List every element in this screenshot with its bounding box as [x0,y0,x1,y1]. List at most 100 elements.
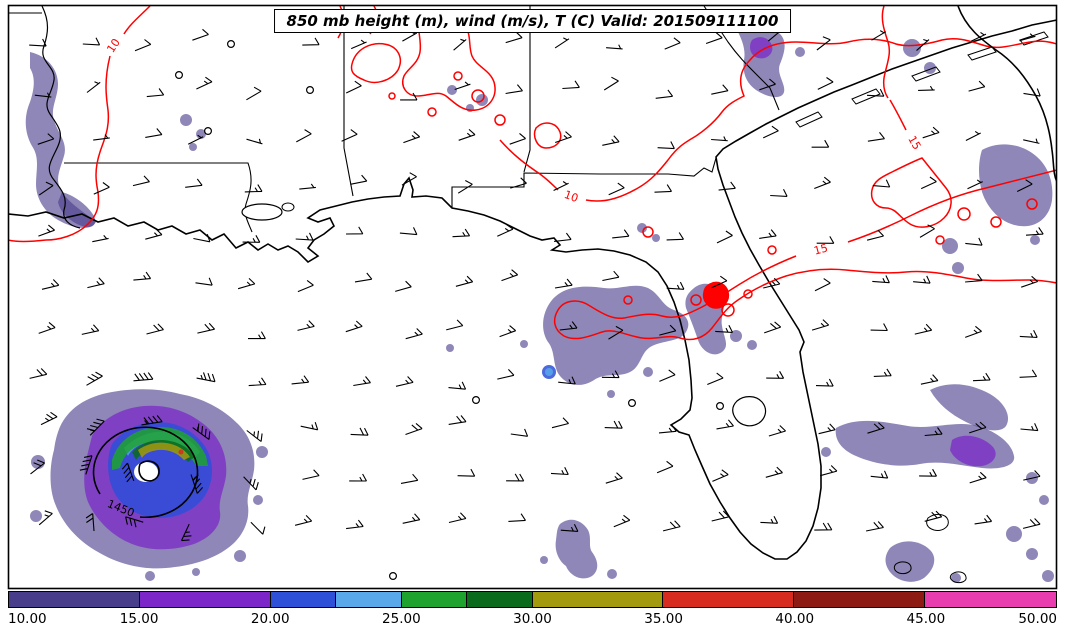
wind-barb [196,76,213,90]
wind-barb [401,172,417,186]
wind-barb [560,523,579,532]
wind-barb [300,422,319,431]
wind-barb [1021,275,1039,288]
wind-barb [969,421,987,434]
wind-barb [818,423,836,435]
colorbar-segment [139,592,271,607]
wind-barb [965,273,983,283]
wind-barb [817,77,834,90]
wind-barb [816,236,835,244]
wind-barb [763,277,781,289]
wind-barb [770,189,788,197]
colorbar-tick-label: 10.00 [8,611,47,627]
wind-barb [395,376,414,387]
height-contour-1450 [92,426,199,519]
calm-wind-circle [306,85,315,94]
calm-wind-circle [389,571,398,580]
wind-barb [85,513,95,532]
wind-barb [41,279,60,290]
wind-barb [1020,423,1039,432]
wind-barb [914,323,933,335]
wind-barb [455,275,474,287]
wind-barb [505,31,523,44]
calm-wind-circle [715,402,724,411]
wind-barb [448,512,467,524]
temp-label-west: 10 [104,36,123,55]
wind-barb [354,272,373,283]
wind-barb [965,325,982,338]
wind-barb [658,424,677,434]
wind-barb [970,31,987,42]
colorbar-tick-label: 25.00 [382,611,421,627]
wind-barb [819,465,838,477]
wind-barb [606,44,623,50]
wind-barb [454,81,471,91]
wind-barb [871,30,887,41]
wind-barb [302,37,320,46]
wind-barb [1019,330,1038,338]
calm-wind-circle [204,126,213,135]
wind-barb [40,411,58,426]
colorbar-tick-label: 20.00 [250,611,290,627]
wind-barb [92,235,109,243]
geography-layer [9,6,1056,584]
wind-barb [448,415,467,425]
wind-barb [82,37,101,46]
wind-barb [402,31,418,42]
wind-barb [38,181,54,196]
wind-barb [766,371,785,379]
wind-barb [295,232,314,241]
wind-barb [350,427,369,436]
wind-barb [711,136,728,142]
wind-barb [765,466,783,478]
colorbar-tick-label: 50.00 [1018,611,1057,627]
wind-barb [613,514,631,528]
wind-barb [867,422,885,434]
wind-barb [711,275,728,289]
gulf-atlantic-coastline [9,19,1056,560]
lake-maurepas [281,202,295,212]
wind-barb [811,319,830,331]
wind-barb [133,372,154,382]
wind-barb [405,422,423,436]
wind-barb [453,38,467,51]
wind-barb [712,469,729,482]
colorbar-tick-label: 45.00 [906,611,946,627]
wind-barb [405,328,423,340]
wind-barb [558,376,576,385]
wind-barb [192,28,209,41]
wind-barb [346,519,364,530]
wind-barb [452,228,471,238]
wind-barb [870,470,889,479]
colorbar-tick-label: 35.00 [644,611,683,627]
colorbar-tick-label: 30.00 [513,611,552,627]
wind-barb [29,368,48,379]
wind-barb [345,226,364,235]
wind-barb [666,232,684,241]
wind-barb [125,516,144,528]
wind-barb [612,229,630,239]
wind-barb [297,320,315,331]
wind-barb [399,227,418,236]
wind-barb [195,277,213,286]
wind-barb [554,37,570,49]
wind-barb [608,325,624,340]
wind-barb [349,473,367,482]
wind-barb [246,138,263,145]
wind-barb [294,515,313,526]
wind-barb [243,476,259,491]
colorbar-tick-label: 40.00 [775,611,815,627]
wind-barb [601,370,620,379]
wind-barb [924,510,943,522]
wind-barb [718,181,736,191]
wind-barb [1023,88,1041,97]
wind-barb [248,331,266,340]
wind-barb [866,88,885,97]
wind-barb [190,474,204,494]
wind-barb [246,430,263,442]
colorbar-segment [794,592,926,607]
wind-barb [146,323,164,335]
wind-barb [873,368,892,377]
wind-barb [920,374,939,385]
